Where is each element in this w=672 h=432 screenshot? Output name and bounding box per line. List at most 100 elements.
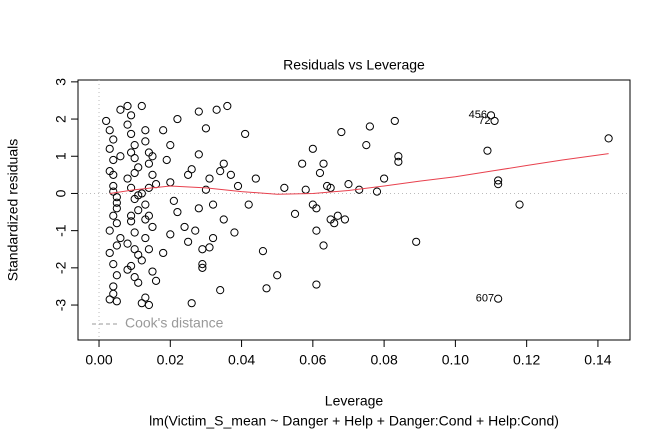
point — [201, 185, 211, 194]
y-axis-label: Standardized residuals — [5, 139, 21, 281]
x-tick-label: 0.12 — [513, 352, 540, 368]
point — [173, 114, 182, 124]
chart-title: Residuals vs Leverage — [283, 57, 425, 73]
point — [380, 174, 389, 183]
point — [109, 211, 118, 220]
point — [394, 157, 403, 166]
point — [412, 237, 421, 246]
x-tick-label: 0.00 — [85, 352, 112, 368]
y-tick-label: 3 — [53, 78, 69, 86]
x-tick-label: 0.06 — [299, 352, 326, 368]
point — [109, 155, 118, 165]
point — [137, 189, 146, 198]
point — [298, 159, 307, 168]
point — [226, 170, 235, 179]
x-tick-label: 0.14 — [584, 352, 611, 368]
point — [173, 207, 182, 217]
point — [134, 206, 143, 215]
point — [141, 200, 150, 209]
point — [198, 260, 207, 269]
point — [208, 200, 218, 209]
point — [483, 146, 492, 155]
point — [116, 105, 125, 114]
point — [151, 180, 161, 189]
point — [201, 124, 211, 133]
point — [362, 140, 371, 150]
point — [251, 174, 260, 183]
point — [319, 241, 328, 250]
y-tick-label: -1 — [53, 224, 69, 237]
y-tick-label: -3 — [53, 299, 69, 312]
point — [109, 282, 118, 291]
subtitle: lm(Victim_S_mean ~ Danger + Help + Dange… — [149, 413, 559, 429]
x-tick-label: 0.08 — [370, 352, 397, 368]
point — [159, 248, 168, 258]
y-tick-label: 2 — [53, 115, 69, 123]
point — [494, 294, 503, 303]
point — [105, 226, 114, 235]
point — [116, 233, 125, 243]
point — [130, 245, 139, 254]
point — [105, 144, 114, 153]
point — [212, 105, 221, 114]
point — [141, 126, 150, 135]
point — [344, 180, 353, 189]
point — [141, 233, 150, 243]
point — [365, 122, 374, 131]
point-label: 456 — [469, 109, 487, 121]
point — [109, 260, 118, 269]
point — [333, 211, 342, 220]
point — [372, 187, 382, 196]
point — [144, 159, 154, 168]
point — [205, 174, 214, 183]
point — [126, 148, 136, 157]
point — [148, 267, 157, 276]
point — [141, 215, 150, 224]
point — [159, 126, 168, 135]
point — [105, 167, 114, 176]
point — [126, 129, 136, 139]
point — [191, 226, 200, 235]
point — [130, 140, 139, 150]
point — [112, 271, 121, 280]
point — [187, 165, 196, 174]
point — [126, 217, 136, 226]
plot-frame — [77, 79, 631, 341]
point — [241, 129, 250, 139]
point — [123, 265, 132, 274]
point — [219, 215, 228, 224]
point — [216, 167, 225, 176]
point — [315, 168, 325, 178]
point — [180, 222, 189, 232]
point — [148, 152, 157, 161]
point — [205, 243, 214, 252]
point — [390, 116, 399, 126]
y-tick-label: 1 — [53, 152, 69, 160]
point — [273, 271, 282, 280]
point — [490, 116, 499, 126]
point-label: 607 — [476, 293, 494, 305]
point — [494, 176, 503, 185]
point — [198, 245, 207, 254]
point — [126, 111, 136, 120]
point — [494, 180, 503, 189]
point — [166, 178, 175, 187]
y-tick-label: -2 — [53, 261, 69, 274]
point — [319, 159, 328, 168]
point — [137, 299, 146, 308]
point — [112, 241, 121, 250]
point — [219, 159, 228, 168]
x-tick-label: 0.10 — [442, 352, 469, 368]
point — [148, 222, 157, 232]
legend-label: Cook's distance — [125, 315, 224, 331]
point — [151, 276, 161, 285]
point — [340, 215, 350, 224]
point — [105, 248, 114, 258]
point — [123, 120, 132, 129]
smooth-line — [109, 153, 609, 195]
point — [109, 135, 118, 144]
y-tick-label: 0 — [53, 189, 69, 197]
point — [187, 299, 196, 308]
point — [223, 101, 232, 111]
